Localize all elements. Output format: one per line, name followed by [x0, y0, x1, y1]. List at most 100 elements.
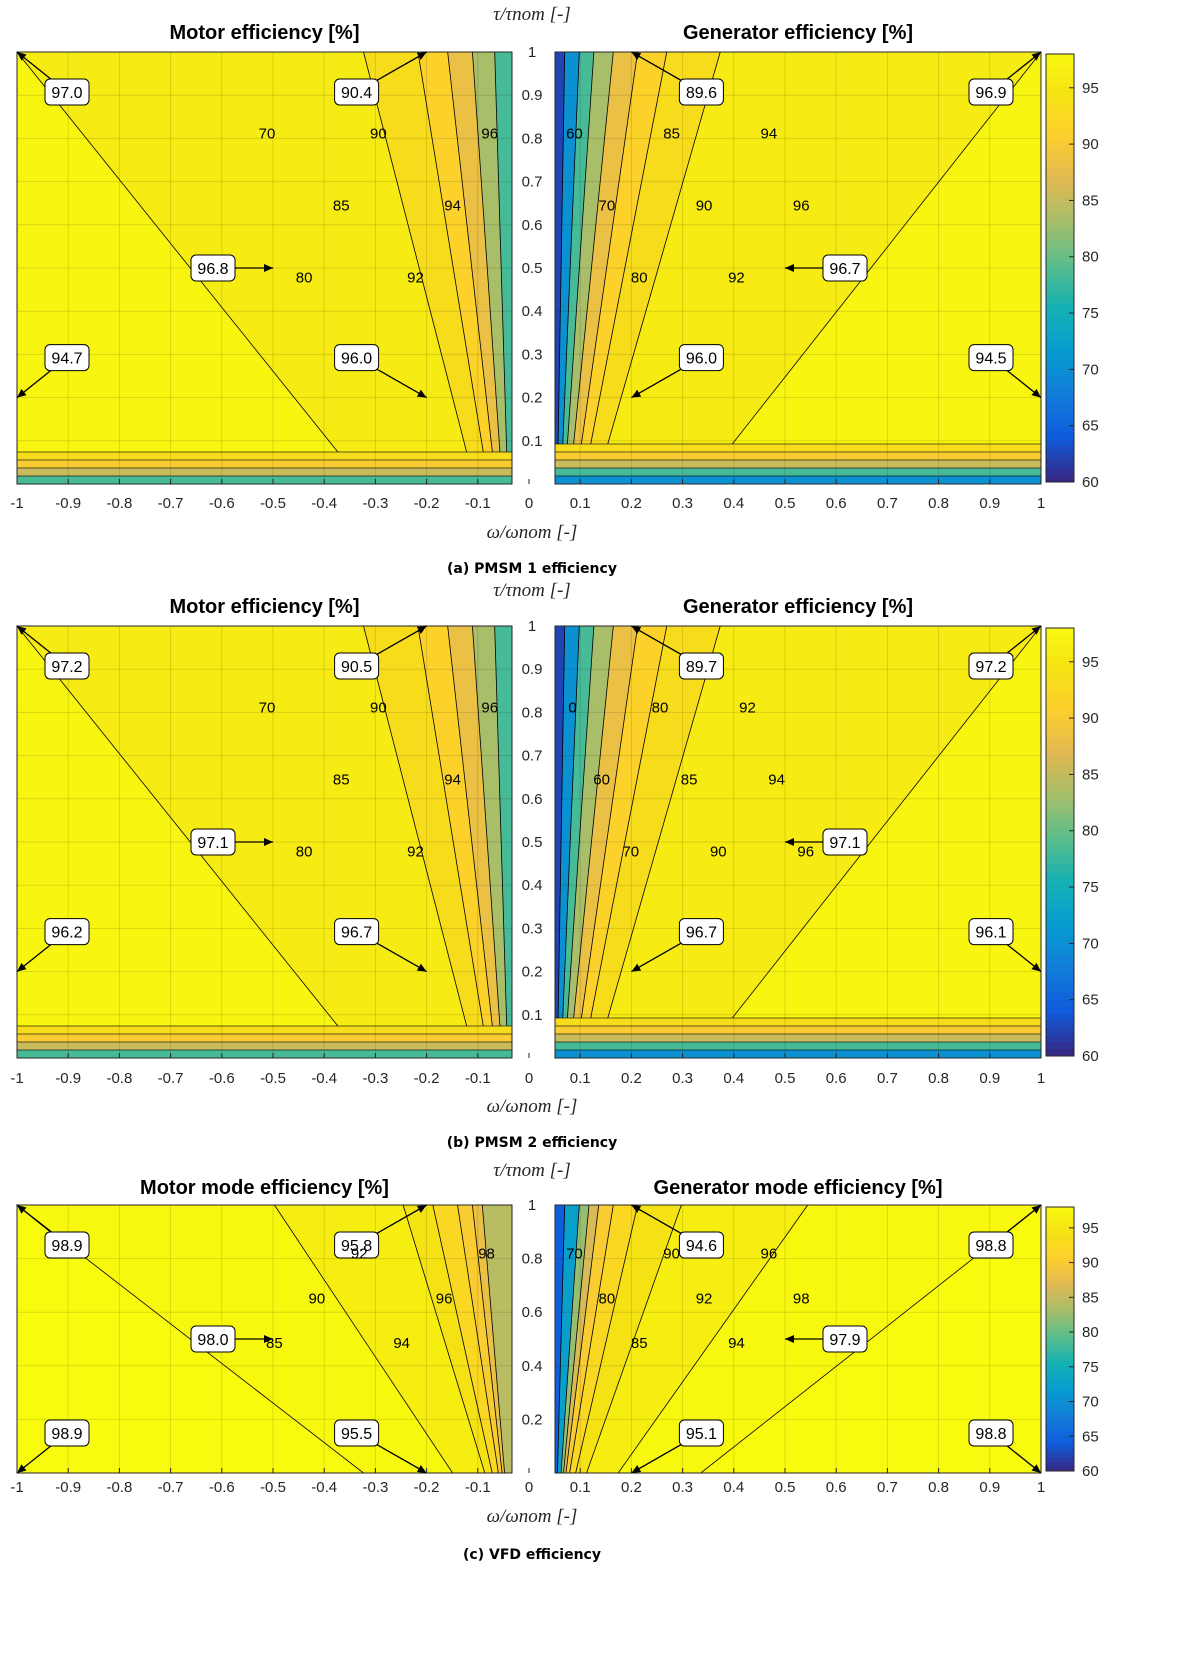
x-tick-label: 0.9 — [979, 1479, 1000, 1496]
colorbar-swatch — [1046, 282, 1074, 290]
callout-value: 94.5 — [975, 351, 1006, 368]
colorbar-swatch — [1046, 1006, 1074, 1014]
callout-value: 98.8 — [975, 1426, 1006, 1443]
colorbar-swatch — [1046, 891, 1074, 900]
contour-label: 94 — [768, 771, 785, 788]
colorbar-swatch — [1046, 784, 1074, 793]
contour-label: 90 — [663, 1246, 680, 1263]
colorbar-swatch — [1046, 1048, 1074, 1057]
callout-box — [44, 1231, 90, 1259]
colorbar-swatch — [1046, 196, 1074, 205]
colorbar-swatch — [1046, 125, 1074, 133]
colorbar-swatch — [1046, 139, 1074, 148]
y-tick-label: 0.6 — [522, 1304, 543, 1321]
colorbar-tick-label: 75 — [1082, 1359, 1099, 1376]
panel-right-c — [554, 1204, 1043, 1474]
x-tick-label: 0.3 — [672, 1479, 693, 1496]
colorbar-swatch — [1046, 1391, 1074, 1397]
callout-box — [678, 1231, 724, 1259]
x-tick-label: 0 — [525, 495, 533, 512]
x-tick-label: 0.1 — [570, 1070, 591, 1087]
callout-box — [44, 78, 90, 106]
colorbar-swatch — [1046, 849, 1074, 857]
contour-label: 96 — [481, 699, 498, 716]
colorbar-swatch — [1046, 168, 1074, 176]
colorbar-swatch — [1046, 1387, 1074, 1393]
colorbar-swatch — [1046, 713, 1074, 722]
x-tick-label: -0.5 — [260, 1479, 286, 1496]
colorbar-swatch — [1046, 685, 1074, 693]
callout-box — [334, 78, 380, 106]
colorbar-swatch — [1046, 1361, 1074, 1366]
colorbar-swatch — [1046, 677, 1074, 686]
contour-label: 70 — [566, 1246, 583, 1263]
callout-box — [44, 652, 90, 680]
colorbar-tick-label: 95 — [1082, 1220, 1099, 1237]
colorbar-swatch — [1046, 225, 1074, 233]
colorbar-tick-label: 60 — [1082, 474, 1099, 491]
colorbar-tick-label: 90 — [1082, 710, 1099, 727]
x-tick-label: -0.3 — [362, 1070, 388, 1087]
colorbar-tick-label: 90 — [1082, 136, 1099, 153]
x-tick-label: -0.9 — [55, 495, 81, 512]
colorbar-swatch — [1046, 317, 1074, 326]
callout-value: 97.0 — [51, 85, 82, 102]
colorbar-swatch — [1046, 132, 1074, 141]
colorbar-swatch — [1046, 863, 1074, 872]
colorbar-swatch — [1046, 1286, 1074, 1292]
x-tick-label: -0.8 — [106, 495, 132, 512]
colorbar-swatch — [1046, 1268, 1074, 1274]
callout-box — [334, 652, 380, 680]
colorbar-swatch — [1046, 1277, 1074, 1283]
x-tick-label: 0.5 — [775, 1070, 796, 1087]
x-tick-label: -0.9 — [55, 1479, 81, 1496]
callout-box — [678, 78, 724, 106]
colorbar-swatch — [1046, 1041, 1074, 1050]
colorbar-swatch — [1046, 1413, 1074, 1419]
colorbar-swatch — [1046, 877, 1074, 886]
panel-frame — [554, 51, 1042, 485]
colorbar-swatch — [1046, 1281, 1074, 1287]
colorbar-swatch — [1046, 1259, 1074, 1265]
contour-label: 96 — [793, 197, 810, 214]
x-tick-label: 0.2 — [621, 1070, 642, 1087]
x-tick-label: 0.7 — [877, 1070, 898, 1087]
y-axis-label: τ/τnom [-] — [493, 1160, 570, 1181]
colorbar-swatch — [1046, 749, 1074, 757]
colorbar-swatch — [1046, 1207, 1074, 1212]
x-tick-label: 0.7 — [877, 495, 898, 512]
colorbar-a — [1045, 53, 1075, 483]
callout-box — [334, 918, 380, 946]
callout-value: 96.9 — [975, 85, 1006, 102]
x-tick-label: 0.2 — [621, 1479, 642, 1496]
callout-value: 96.0 — [341, 351, 372, 368]
colorbar-swatch — [1046, 1422, 1074, 1428]
colorbar-swatch — [1046, 446, 1074, 454]
colorbar-swatch — [1046, 1312, 1074, 1318]
contour-label: 92 — [739, 699, 756, 716]
y-tick-label: 0.9 — [522, 87, 543, 104]
callout-value: 95.5 — [341, 1426, 372, 1443]
x-tick-label: 1 — [1037, 1070, 1045, 1087]
y-tick-label: 0.2 — [522, 390, 543, 407]
colorbar-swatch — [1046, 1440, 1074, 1446]
colorbar-frame — [1045, 53, 1075, 483]
colorbar-tick-label: 65 — [1082, 1428, 1099, 1445]
colorbar-swatch — [1046, 941, 1074, 950]
x-tick-label: 0.6 — [826, 1070, 847, 1087]
x-tick-label: 0.9 — [979, 495, 1000, 512]
callout-value: 89.7 — [686, 659, 717, 676]
contour-label: 98 — [793, 1290, 810, 1307]
colorbar-swatch — [1046, 727, 1074, 736]
x-axis-label: ω/ωnom [-] — [487, 1506, 578, 1527]
panel-left-b — [16, 625, 513, 1059]
colorbar-swatch — [1046, 175, 1074, 183]
contour-label: 94 — [444, 771, 461, 788]
x-tick-label: -0.1 — [465, 1479, 491, 1496]
callout-value: 95.8 — [341, 1238, 372, 1255]
colorbar-swatch — [1046, 1466, 1074, 1472]
colorbar-swatch — [1046, 1431, 1074, 1437]
colorbar-swatch — [1046, 1237, 1074, 1243]
colorbar-tick-label: 95 — [1082, 80, 1099, 97]
